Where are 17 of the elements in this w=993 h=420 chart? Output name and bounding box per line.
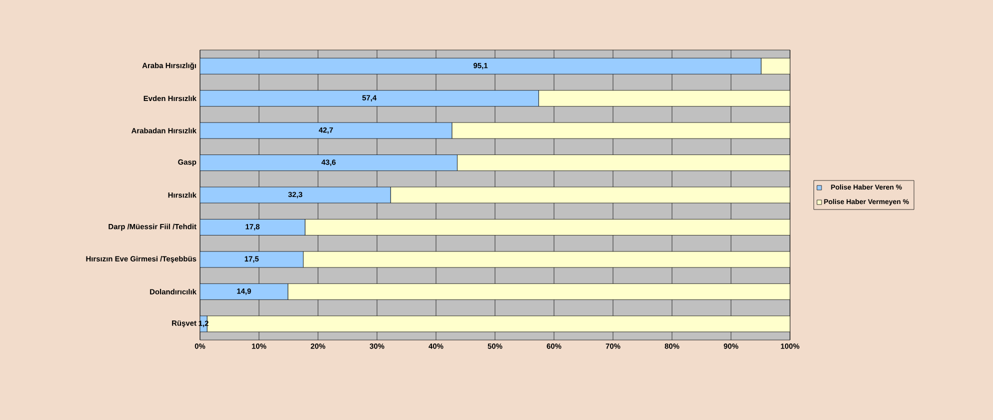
bar [200, 58, 762, 74]
bar [206, 316, 790, 332]
bar [538, 90, 790, 107]
bar [457, 154, 790, 171]
bar [304, 219, 790, 236]
bar [200, 122, 452, 139]
bar [452, 122, 790, 139]
bar [760, 58, 790, 74]
bar [200, 219, 306, 236]
bar [200, 90, 539, 107]
bar [200, 251, 304, 268]
bar [200, 283, 288, 300]
bar [390, 186, 790, 204]
bar [200, 154, 458, 171]
bar [303, 251, 790, 268]
bar [200, 186, 391, 204]
bar [288, 283, 790, 300]
